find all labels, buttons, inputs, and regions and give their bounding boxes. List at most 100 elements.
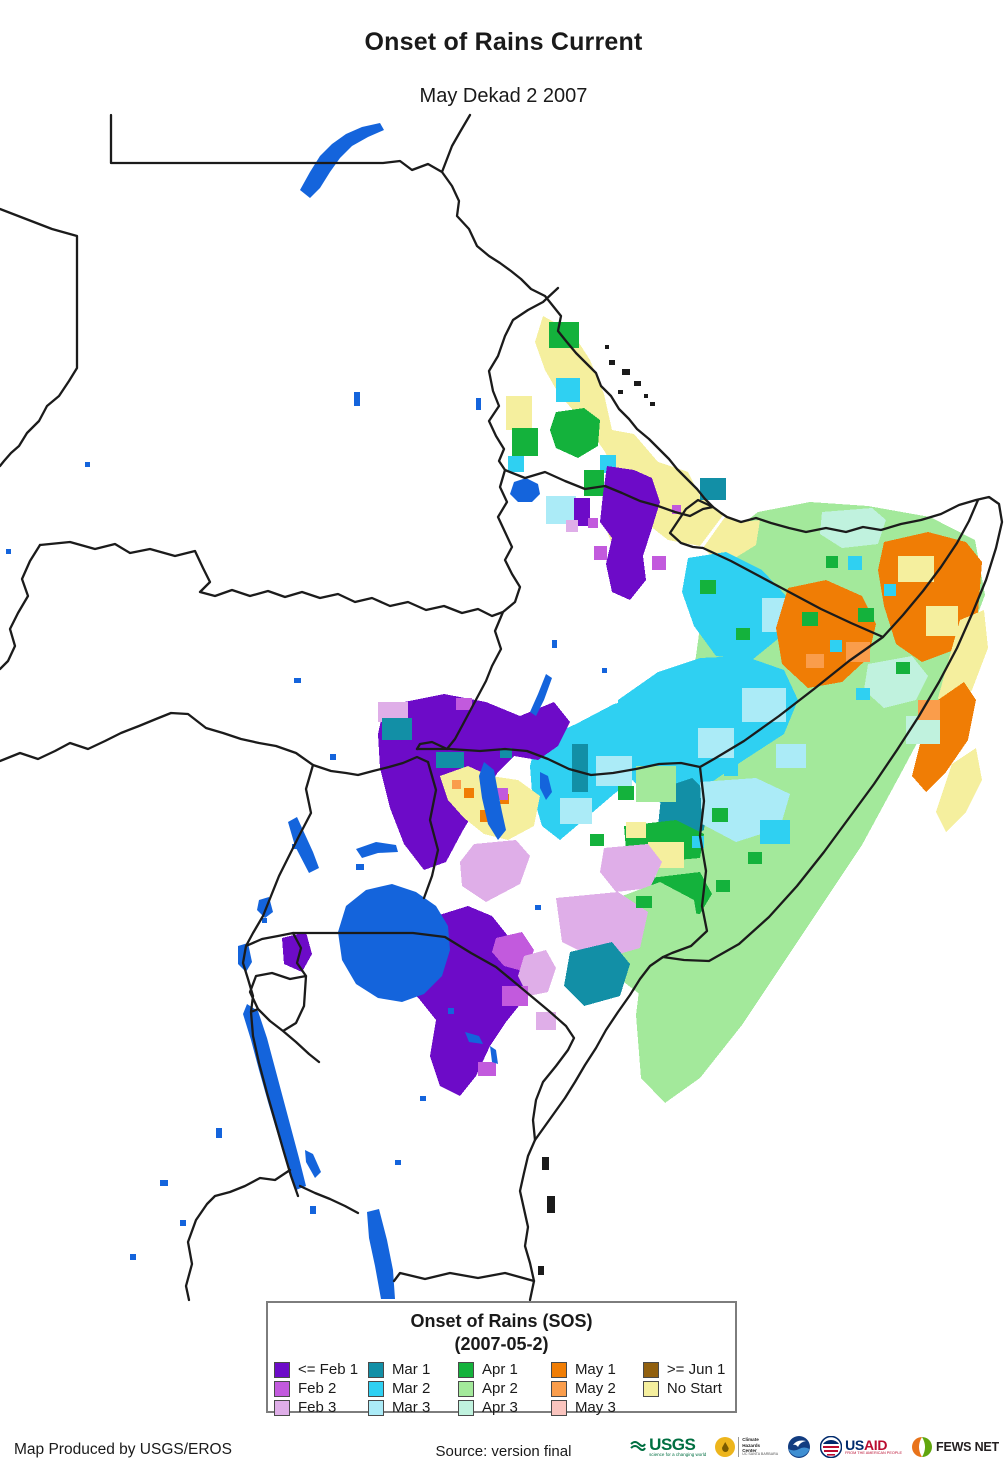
usgs-wave-icon [630, 1441, 647, 1451]
lake-victoria [338, 884, 450, 1002]
onset-patch-nostart [626, 822, 646, 838]
water-speck [130, 1254, 136, 1260]
fews-net-globe-icon [912, 1437, 933, 1457]
lake-malawi [367, 1209, 395, 1299]
legend-swatch-nostart [642, 1380, 659, 1397]
legend-label-mar1: Mar 1 [391, 1361, 431, 1378]
usgs-logo-text: USGS [649, 1435, 696, 1455]
onset-patch-mar3 [698, 728, 734, 758]
legend-swatch-mar3 [367, 1399, 384, 1416]
legend-item-feb3: Feb 3 [274, 1398, 368, 1417]
onset-patch-mar2 [556, 378, 580, 402]
onset-patch-mar1 [500, 748, 512, 758]
onset-patch-feb3 [556, 892, 648, 960]
legend-label-feb3: Feb 3 [298, 1399, 337, 1416]
onset-patch-apr1 [712, 808, 728, 822]
legend-item-jun1: >= Jun 1 [642, 1360, 731, 1379]
onset-patch-feb2 [502, 986, 528, 1006]
water-speck [395, 1160, 401, 1165]
legend-label-nostart: No Start [666, 1380, 722, 1397]
chc-droplet-icon [715, 1437, 736, 1457]
water-speck [180, 1220, 186, 1226]
legend-column: Apr 1 Apr 2 Apr 3 [457, 1360, 551, 1417]
usaid-logo-tagline: FROM THE AMERICAN PEOPLE [845, 1451, 903, 1456]
legend-column: <= Feb 1 Feb 2 Feb 3 [274, 1360, 368, 1417]
island [609, 360, 615, 365]
onset-patch-mar1 [436, 752, 464, 768]
chc-logo-line1: Climate [742, 1437, 759, 1443]
legend-item-apr2: Apr 2 [457, 1379, 551, 1398]
legend-item-mar3: Mar 3 [367, 1398, 458, 1417]
legend-label-feb1: <= Feb 1 [298, 1361, 359, 1378]
onset-patch-apr1 [748, 852, 762, 864]
island [650, 402, 655, 406]
onset-patch-feb3 [536, 1012, 556, 1030]
water-speck [448, 1008, 454, 1014]
onset-patch-mar1 [564, 942, 630, 1006]
islands-layer [538, 345, 655, 1275]
legend-label-may1: May 1 [574, 1361, 616, 1378]
onset-patch-feb1 [574, 498, 590, 526]
usaid-logo-us: US [845, 1437, 864, 1454]
onset-patch-may2 [806, 654, 824, 668]
legend-entries: <= Feb 1 Feb 2 Feb 3 Mar 1 Mar 2 Mar 3 Apr 1 Ap… [268, 1355, 735, 1417]
onset-patch-nostart [703, 517, 760, 560]
water-speck [216, 1128, 222, 1138]
onset-patch-nostart [506, 396, 532, 430]
water-speck [602, 668, 607, 673]
lake-edward [257, 897, 273, 918]
noaa-logo [787, 1435, 811, 1459]
onset-patch-feb3 [566, 520, 578, 532]
chc-logo-subline: UC SANTA BARBARA [742, 1451, 779, 1456]
country-borders [0, 113, 1004, 1302]
border-sudan-southsudan-ethiopia [38, 286, 715, 751]
onset-patch-feb2 [672, 505, 681, 514]
legend-item-feb1: <= Feb 1 [274, 1360, 368, 1379]
water-speck [6, 549, 11, 554]
legend-item-apr1: Apr 1 [457, 1360, 551, 1379]
legend-swatch-apr3 [457, 1399, 474, 1416]
island [634, 381, 641, 386]
water-speck [294, 678, 301, 683]
onset-patch-apr1 [802, 612, 818, 626]
legend-label-may3: May 3 [574, 1399, 616, 1416]
water-speck [552, 640, 557, 648]
legend-swatch-mar1 [367, 1361, 384, 1378]
onset-patch-feb2 [594, 546, 607, 560]
onset-patch-feb1 [282, 932, 312, 972]
lake-albert [288, 817, 319, 873]
onset-patch-may1 [912, 682, 976, 792]
water-speck [262, 918, 267, 923]
onset-patch-may1 [480, 810, 490, 822]
fews-net-logo: FEWS NET [911, 1436, 999, 1458]
onset-patch-apr1 [549, 322, 579, 348]
onset-patch-mar1 [382, 718, 412, 740]
lake-abaya [540, 772, 552, 800]
legend-swatch-apr1 [457, 1361, 474, 1378]
onset-patch-mar2 [760, 820, 790, 844]
island [538, 1266, 544, 1275]
legend-item-may2: May 2 [550, 1379, 643, 1398]
lake-rukwa [305, 1150, 321, 1178]
legend-label-may2: May 2 [574, 1380, 616, 1397]
water-speck [160, 1180, 168, 1186]
onset-patch-mar2 [724, 764, 738, 776]
legend-swatch-may3 [550, 1399, 567, 1416]
legend-item-nostart: No Start [642, 1379, 731, 1398]
border-west-sudan-chad-car [0, 207, 430, 777]
legend-title: Onset of Rains (SOS) (2007-05-2) [268, 1310, 735, 1355]
onset-patch-mar2 [682, 552, 788, 660]
lake-kyoga [356, 842, 398, 858]
island [547, 1196, 555, 1213]
onset-patch-feb1 [600, 466, 660, 600]
legend-column: >= Jun 1 No Start [642, 1360, 731, 1417]
onset-patch-mar3 [546, 496, 576, 524]
onset-patch-mar2 [848, 556, 862, 570]
water-speck [476, 398, 481, 410]
island [542, 1157, 549, 1170]
onset-patch-apr1 [618, 786, 634, 800]
onset-patch-mar2 [830, 640, 842, 652]
border-horn-of-africa [415, 498, 980, 959]
island [618, 390, 623, 394]
lake-nasser [300, 123, 384, 198]
